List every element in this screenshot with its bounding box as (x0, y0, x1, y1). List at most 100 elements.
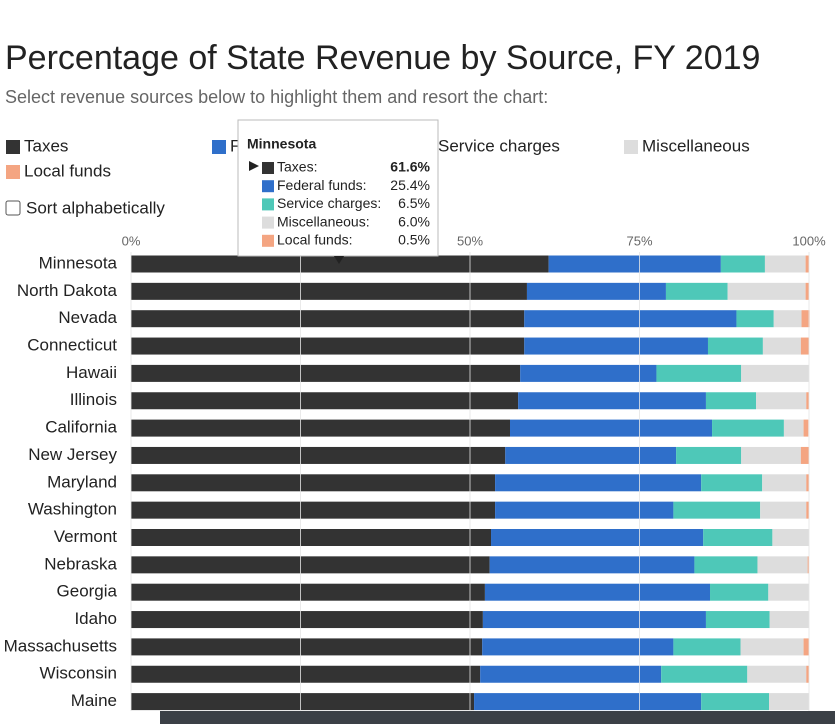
category-label: Nevada (58, 308, 117, 327)
category-label: Vermont (54, 527, 118, 546)
tooltip-row-value: 6.5% (398, 195, 430, 211)
bar-segment (656, 364, 742, 382)
bar-segment (805, 282, 809, 300)
bar-segment (484, 583, 711, 601)
bar-segment (806, 474, 809, 492)
category-label: Hawaii (66, 363, 117, 382)
tooltip-pointer (249, 161, 259, 171)
category-label: Wisconsin (40, 664, 117, 683)
category-label: Connecticut (27, 336, 117, 355)
bar-segment (768, 583, 809, 601)
category-label: Maryland (47, 472, 117, 491)
bar-segment (131, 693, 475, 711)
bar-segment (703, 529, 773, 546)
legend-swatch[interactable] (624, 140, 638, 154)
category-label: California (45, 418, 117, 437)
bar-segment (673, 638, 741, 656)
bar-segment (131, 310, 525, 328)
bar-segment (131, 474, 496, 492)
bar-segment (491, 529, 704, 546)
category-label: Georgia (57, 582, 118, 601)
tooltip-row-label: Taxes: (277, 159, 317, 175)
bar-segment (740, 638, 804, 656)
bar-segment (131, 501, 496, 519)
bar-segment (665, 282, 728, 300)
bar-segment (510, 419, 713, 437)
bar-segment (505, 446, 677, 464)
bar-segment (803, 419, 809, 437)
category-label: Nebraska (44, 554, 117, 573)
tooltip-row-value: 25.4% (390, 177, 430, 193)
tooltip-row-value: 0.5% (398, 232, 430, 248)
bar-segment (807, 556, 809, 574)
bar-segment (710, 583, 769, 601)
x-tick-label: 100% (792, 233, 826, 248)
bar-segment (806, 392, 809, 410)
bar-segment (131, 611, 483, 629)
tooltip-swatch (262, 216, 274, 229)
bar-segment (806, 665, 809, 683)
bar-segment (482, 611, 706, 629)
bar-segment (773, 310, 802, 328)
bar-segment (495, 501, 674, 519)
bar-segment (676, 446, 742, 464)
category-label: Illinois (70, 390, 117, 409)
bar-segment (707, 337, 763, 355)
bar-segment (480, 665, 662, 683)
bar-segment (131, 529, 492, 546)
bar-segment (482, 638, 674, 656)
bar-segment (769, 611, 809, 629)
bar-segment (768, 693, 809, 711)
bar-segment (131, 255, 549, 273)
category-label: Minnesota (39, 253, 118, 272)
legend-swatch[interactable] (212, 140, 226, 154)
bar-segment (705, 392, 757, 410)
bar-segment (526, 282, 666, 300)
sort-label[interactable]: Sort alphabetically (26, 198, 165, 217)
tooltip-swatch (262, 234, 274, 247)
bar-segment (762, 474, 807, 492)
tooltip-row-label: Federal funds: (277, 177, 367, 193)
category-label: Maine (71, 691, 117, 710)
bar-segment (131, 419, 511, 437)
legend-swatch[interactable] (6, 140, 20, 154)
bar-segment (772, 529, 809, 546)
legend-label[interactable]: Miscellaneous (642, 136, 750, 155)
chart-title: Percentage of State Revenue by Source, F… (5, 39, 760, 77)
category-label: Washington (28, 500, 117, 519)
tooltip-swatch (262, 198, 274, 211)
bar-segment (800, 337, 809, 355)
bar-segment (701, 693, 769, 711)
bar-segment (518, 392, 706, 410)
bar-segment (701, 474, 763, 492)
bar-segment (803, 638, 809, 656)
x-tick-label: 0% (122, 233, 141, 248)
bar-segment (131, 337, 525, 355)
bar-segment (805, 255, 809, 273)
bar-segment (783, 419, 804, 437)
legend-swatch[interactable] (6, 165, 20, 179)
sort-checkbox[interactable] (5, 200, 21, 216)
taskbar (160, 711, 835, 724)
tooltip-arrow (334, 256, 344, 264)
bar-segment (495, 474, 702, 492)
category-label: Massachusetts (4, 636, 117, 655)
bar-segment (800, 446, 809, 464)
tooltip-title: Minnesota (247, 136, 316, 152)
bar-segment (747, 665, 807, 683)
legend-label[interactable]: Local funds (24, 161, 111, 180)
bar-segment (720, 255, 765, 273)
legend-label[interactable]: Taxes (24, 136, 68, 155)
tooltip-row-value: 6.0% (398, 213, 430, 229)
bar-segment (548, 255, 721, 273)
bar-segment (801, 310, 810, 328)
legend-label[interactable]: Service charges (438, 136, 560, 155)
bar-segment (489, 556, 695, 574)
bar-segment (705, 611, 770, 629)
tooltip-row-value: 61.6% (390, 159, 430, 175)
bar-segment (806, 501, 809, 519)
tooltip: Minnesota Taxes: 61.6% Federal funds: 25.4%… (237, 119, 439, 264)
category-label: Idaho (74, 609, 117, 628)
bar-segment (760, 501, 807, 519)
